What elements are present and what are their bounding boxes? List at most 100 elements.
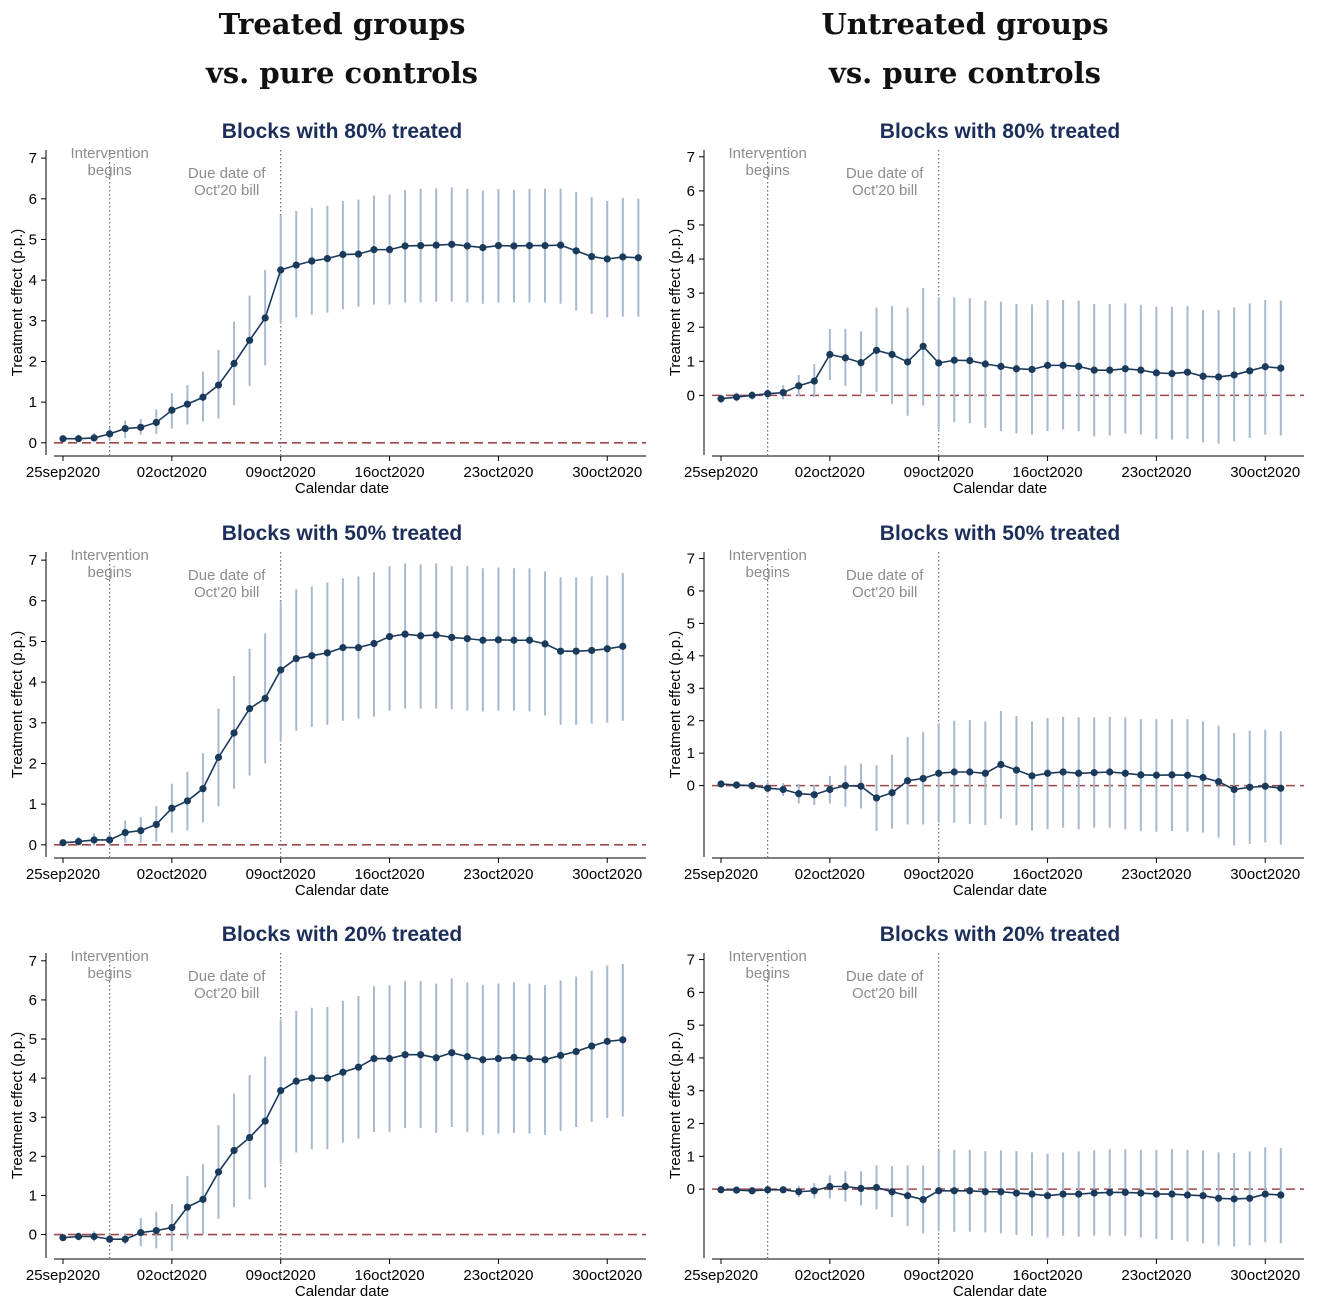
x-tick-label: 09oct2020 [246, 866, 316, 883]
y-tick-label: 6 [687, 583, 695, 600]
estimate-point [74, 435, 83, 443]
estimate-point [572, 247, 580, 255]
x-tick-label: 02oct2020 [137, 1267, 207, 1284]
event-label: Due date of [846, 968, 924, 985]
estimate-point [432, 1054, 440, 1062]
estimate-point [106, 430, 114, 438]
estimate-point [764, 784, 772, 792]
estimate-point [1152, 771, 1160, 779]
estimate-point [339, 1068, 347, 1076]
estimate-point [1028, 772, 1036, 780]
estimate-point [1215, 778, 1223, 786]
estimate-point [997, 362, 1005, 370]
estimate-point [1059, 1190, 1067, 1198]
estimate-point [401, 1051, 409, 1059]
y-tick-label: 6 [687, 984, 695, 1001]
chart-title: Blocks with 50% treated [222, 522, 462, 545]
x-tick-label: 25sep2020 [26, 866, 100, 883]
estimate-point [510, 636, 518, 644]
estimate-point [168, 406, 176, 414]
estimate-point [354, 250, 363, 258]
estimate-point [323, 649, 331, 657]
x-tick-label: 25sep2020 [26, 1267, 100, 1284]
estimate-point [417, 1051, 425, 1059]
y-tick-label: 3 [29, 1109, 37, 1126]
estimate-point [385, 632, 394, 641]
estimate-point [1043, 361, 1052, 369]
estimate-point [525, 636, 534, 644]
x-tick-label: 09oct2020 [246, 464, 316, 481]
estimate-point [950, 1187, 958, 1195]
estimate-point [323, 254, 331, 263]
estimate-point [872, 1183, 881, 1192]
estimate-point [997, 760, 1005, 769]
x-tick-label: 25sep2020 [684, 866, 758, 883]
estimate-point [717, 395, 725, 403]
estimate-point [732, 781, 741, 789]
chart-title: Blocks with 20% treated [880, 923, 1120, 946]
estimate-point [795, 382, 803, 390]
estimate-point [370, 1054, 378, 1063]
x-axis-label: Calendar date [295, 480, 389, 497]
x-tick-label: 30oct2020 [1230, 866, 1300, 883]
estimate-point [385, 1054, 394, 1063]
estimate-point [494, 241, 502, 250]
y-tick-label: 2 [29, 755, 37, 772]
y-tick-label: 3 [29, 313, 37, 330]
estimate-point [90, 1232, 98, 1241]
estimate-point [1121, 769, 1129, 777]
y-tick-label: 7 [687, 550, 695, 567]
estimate-point [857, 782, 865, 790]
estimate-point [230, 1146, 238, 1155]
estimate-point [1090, 769, 1098, 777]
x-tick-label: 23oct2020 [1121, 1267, 1191, 1284]
estimate-point [919, 342, 927, 350]
y-tick-label: 7 [687, 149, 695, 166]
estimate-point [1183, 368, 1192, 376]
estimate-point [479, 244, 487, 252]
estimate-point [857, 359, 865, 367]
y-tick-label: 5 [29, 1031, 37, 1048]
event-label: Oct'20 bill [194, 584, 259, 601]
event-label: Due date of [188, 567, 266, 584]
estimate-point [292, 261, 300, 269]
estimate-point [888, 789, 896, 797]
estimate-point [354, 1063, 363, 1071]
estimate-point [888, 350, 896, 359]
estimate-point [137, 826, 145, 835]
estimate-point [1277, 364, 1285, 372]
y-tick-label: 4 [687, 251, 695, 268]
estimate-point [588, 252, 596, 261]
estimate-point [841, 1182, 849, 1191]
y-tick-label: 0 [29, 1227, 37, 1244]
estimate-point [401, 242, 409, 250]
x-axis-label: Calendar date [295, 1283, 389, 1300]
estimate-point [1043, 1192, 1052, 1200]
estimate-point [826, 785, 834, 794]
estimate-point [950, 356, 958, 364]
estimate-point [779, 785, 787, 794]
estimate-point [214, 753, 223, 761]
y-axis-label: Treatment effect (p.p.) [9, 229, 26, 377]
estimate-point [168, 804, 176, 812]
estimate-point [935, 359, 943, 367]
estimate-point [448, 240, 456, 248]
chart-untreated-80: Blocks with 80% treated 0 1 2 3 4 5 6 7 Treatment… [667, 120, 1304, 497]
estimate-point [1137, 366, 1145, 374]
estimate-point [261, 314, 269, 322]
estimate-point [1168, 1190, 1176, 1198]
chart-title: Blocks with 20% treated [222, 923, 462, 946]
event-label: begins [88, 162, 132, 179]
estimate-point [308, 1074, 316, 1082]
y-tick-label: 1 [687, 745, 695, 762]
estimate-point [541, 241, 549, 250]
y-tick-label: 4 [29, 674, 37, 691]
y-tick-label: 2 [687, 319, 695, 336]
estimate-point [935, 1187, 943, 1195]
estimate-point [857, 1184, 865, 1193]
x-tick-label: 23oct2020 [463, 866, 533, 883]
estimate-point [1183, 771, 1192, 779]
event-label: begins [746, 162, 790, 179]
estimate-point [717, 780, 725, 788]
estimate-point [1059, 361, 1067, 369]
